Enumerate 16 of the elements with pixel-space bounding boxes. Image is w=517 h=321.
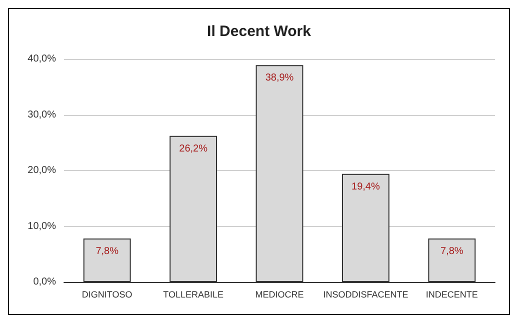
x-tick-label: INSODDISFACENTE: [323, 290, 408, 300]
data-label: 7,8%: [96, 246, 119, 258]
y-tick-label: 0,0%: [33, 276, 56, 288]
x-tick-label: INDECENTE: [426, 290, 478, 300]
y-tick-label: 30,0%: [28, 109, 56, 120]
data-label: 38,9%: [265, 72, 294, 84]
x-tick-label: DIGNITOSO: [82, 290, 132, 300]
x-tick-label: MEDIOCRE: [255, 290, 304, 300]
y-tick-label: 20,0%: [28, 165, 56, 176]
x-tick-label: TOLLERABILE: [163, 290, 224, 300]
y-tick-label: 10,0%: [28, 220, 56, 232]
data-label: 7,8%: [440, 246, 464, 258]
y-tick-label: 40,0%: [28, 54, 56, 64]
data-label: 19,4%: [352, 181, 380, 192]
data-label: 26,2%: [179, 143, 208, 154]
chart-title: Il Decent Work: [207, 23, 312, 40]
